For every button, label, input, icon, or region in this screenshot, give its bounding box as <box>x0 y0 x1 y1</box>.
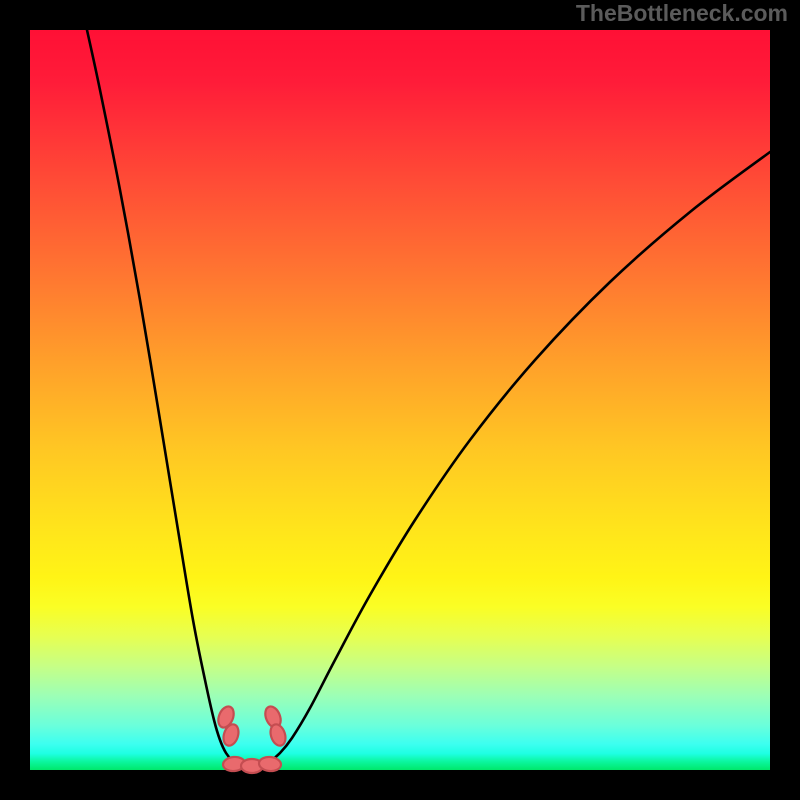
bottleneck-chart-svg <box>0 0 800 800</box>
chart-frame: TheBottleneck.com <box>0 0 800 800</box>
plot-area <box>30 30 770 770</box>
watermark-text: TheBottleneck.com <box>576 0 788 27</box>
curve-marker <box>258 756 281 772</box>
